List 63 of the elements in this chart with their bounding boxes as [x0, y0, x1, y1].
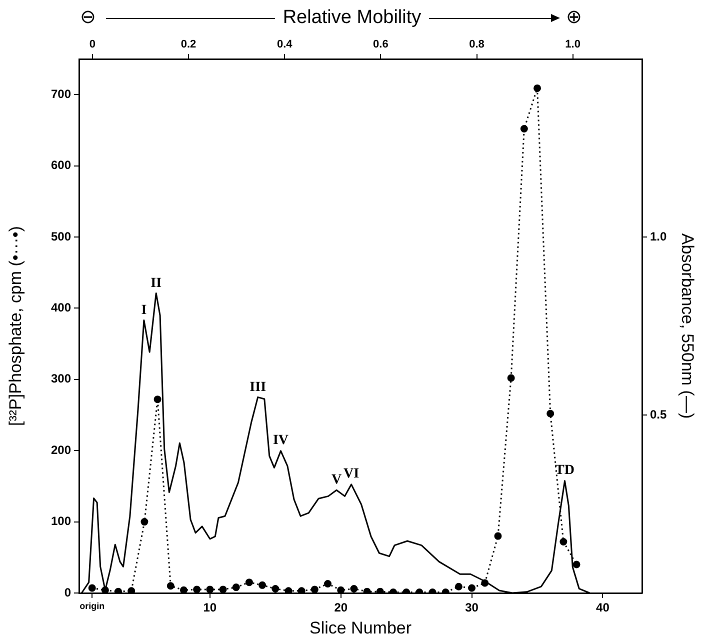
point — [154, 396, 162, 404]
y-tick-label: 600 — [50, 158, 72, 172]
point — [350, 584, 358, 592]
point — [88, 584, 96, 592]
point — [140, 518, 148, 526]
point — [193, 586, 201, 593]
point — [206, 586, 214, 593]
annotation: I — [141, 302, 147, 318]
annotation: V — [331, 472, 342, 488]
x2-tick-label: 0.2 — [180, 38, 196, 50]
point — [272, 584, 280, 592]
point — [232, 584, 240, 592]
point — [219, 586, 227, 593]
x2-tick-label: 0.6 — [373, 38, 388, 50]
x-tick-label: 10 — [203, 600, 217, 615]
point — [284, 587, 292, 593]
point — [560, 538, 568, 546]
point — [546, 410, 554, 418]
annotation: III — [250, 380, 266, 395]
point — [298, 587, 306, 593]
point — [180, 586, 188, 593]
point — [337, 586, 345, 593]
point — [534, 84, 542, 92]
point — [245, 578, 253, 586]
x2-tick-label: 0 — [89, 38, 96, 50]
x2-tick-label: 1.0 — [565, 38, 580, 50]
x-tick-label: 30 — [465, 600, 479, 615]
x-axis-title: Slice Number — [309, 618, 412, 638]
point — [507, 374, 515, 382]
x-tick-label: origin — [80, 600, 105, 611]
y-axis-title: [³²P]Phosphate, cpm (•···•) — [6, 226, 25, 426]
point — [572, 560, 580, 568]
point — [481, 579, 489, 587]
y-tick-label: 100 — [50, 514, 72, 528]
x-tick-label: 40 — [596, 600, 610, 615]
x2-axis-title: Relative Mobility — [282, 6, 422, 30]
text: ⊖ — [80, 6, 96, 30]
y2-tick-label: 1.0 — [650, 229, 668, 244]
point — [128, 587, 136, 593]
y-tick-label: 700 — [50, 86, 72, 101]
y-tick-label: 0 — [64, 585, 72, 600]
x-tick-label: 20 — [334, 600, 348, 615]
point — [520, 125, 528, 133]
y2-axis-title: Absorbance, 550nm (—) — [678, 233, 698, 419]
y-tick-label: 500 — [50, 229, 72, 244]
y-tick-label: 400 — [50, 300, 72, 315]
annotation: II — [150, 276, 162, 291]
text: ⊕ — [566, 6, 582, 30]
point — [454, 582, 462, 590]
point — [258, 581, 266, 589]
point — [310, 586, 318, 593]
x2-tick-label: 0.8 — [469, 38, 484, 50]
y-tick-label: 200 — [50, 442, 72, 457]
point — [468, 584, 476, 592]
point — [324, 580, 332, 588]
point — [166, 582, 174, 590]
annotation: IV — [272, 433, 289, 448]
y2-tick-label: 0.5 — [650, 407, 668, 422]
point — [494, 532, 502, 540]
annotation: TD — [555, 463, 574, 478]
annotation: VI — [344, 466, 360, 482]
x2-tick-label: 0.4 — [276, 38, 294, 50]
y-tick-label: 300 — [50, 372, 72, 386]
